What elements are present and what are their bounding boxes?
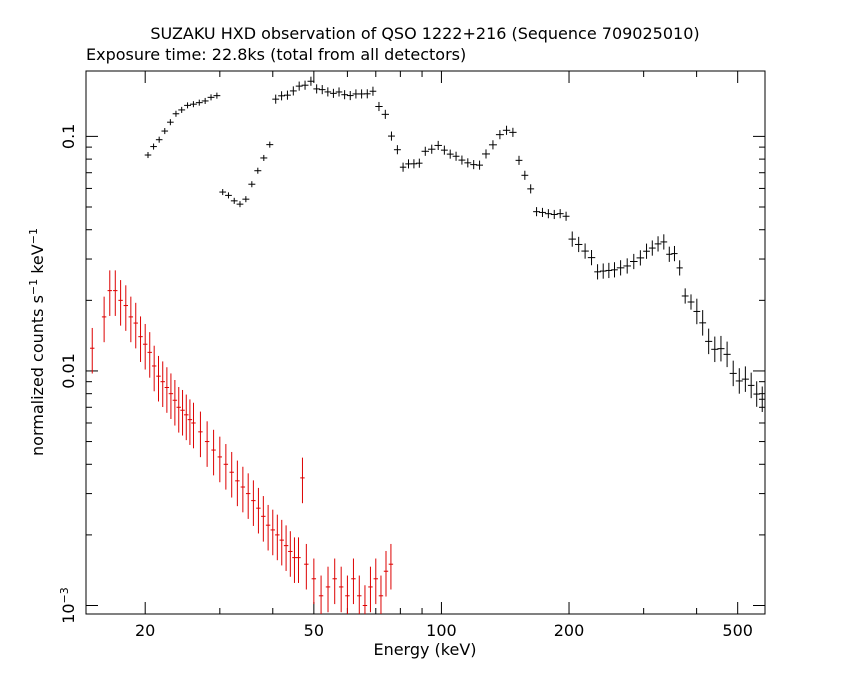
y-tick-label-base: 0.1	[59, 124, 78, 149]
chart-subtitle: Exposure time: 22.8ks (total from all de…	[86, 45, 466, 64]
y-axis-label: normalized counts s−1 keV−1	[27, 228, 47, 456]
x-tick-label: 50	[304, 621, 324, 640]
x-axis-tick-labels: 20 50 100 200 500	[135, 621, 753, 640]
x-axis-label: Energy (keV)	[373, 640, 476, 659]
series-red-points	[90, 270, 394, 614]
x-axis-ticks	[144, 71, 739, 614]
x-tick-label: 100	[426, 621, 457, 640]
y-axis-label-main: normalized counts s	[28, 295, 47, 456]
y-tick-label: 0.1	[59, 124, 78, 149]
y-tick-label-base: 10	[59, 603, 78, 623]
chart-title: SUZAKU HXD observation of QSO 1222+216 (…	[150, 24, 699, 43]
y-tick-label: 0.01	[59, 353, 78, 389]
y-tick-label: 10−3	[58, 587, 78, 624]
y-axis-label-mid: keV	[28, 244, 47, 279]
plot-frame	[85, 70, 766, 615]
y-axis-tick-labels: 0.1 0.01 10−3	[58, 124, 78, 624]
series-black-points	[144, 76, 765, 413]
y-axis-ticks	[86, 135, 765, 607]
y-axis-label-sup1: −1	[27, 279, 40, 295]
x-tick-label: 20	[135, 621, 155, 640]
x-tick-label: 200	[554, 621, 585, 640]
y-tick-label-exp: −3	[58, 587, 71, 603]
x-tick-label: 500	[722, 621, 753, 640]
y-tick-label-base: 0.01	[59, 353, 78, 389]
y-axis-label-sup2: −1	[27, 228, 40, 244]
